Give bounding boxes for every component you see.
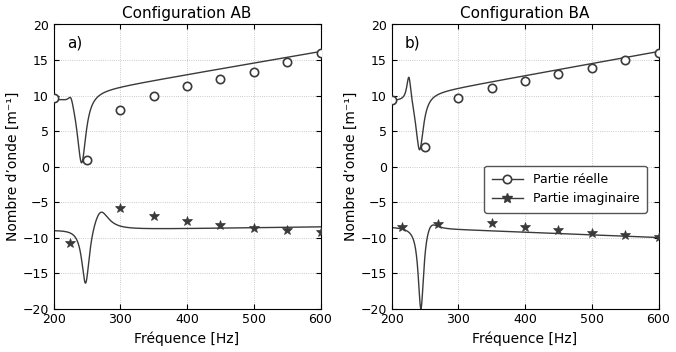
Title: Configuration AB: Configuration AB <box>122 6 251 20</box>
X-axis label: Fréquence [Hz]: Fréquence [Hz] <box>473 332 577 346</box>
Y-axis label: Nombre d’onde [m⁻¹]: Nombre d’onde [m⁻¹] <box>343 92 358 241</box>
Legend: Partie réelle, Partie imaginaire: Partie réelle, Partie imaginaire <box>484 165 647 213</box>
X-axis label: Fréquence [Hz]: Fréquence [Hz] <box>135 332 239 346</box>
Text: b): b) <box>405 36 420 51</box>
Y-axis label: Nombre d’onde [m⁻¹]: Nombre d’onde [m⁻¹] <box>5 92 20 241</box>
Title: Configuration BA: Configuration BA <box>460 6 589 20</box>
Text: a): a) <box>67 36 82 51</box>
